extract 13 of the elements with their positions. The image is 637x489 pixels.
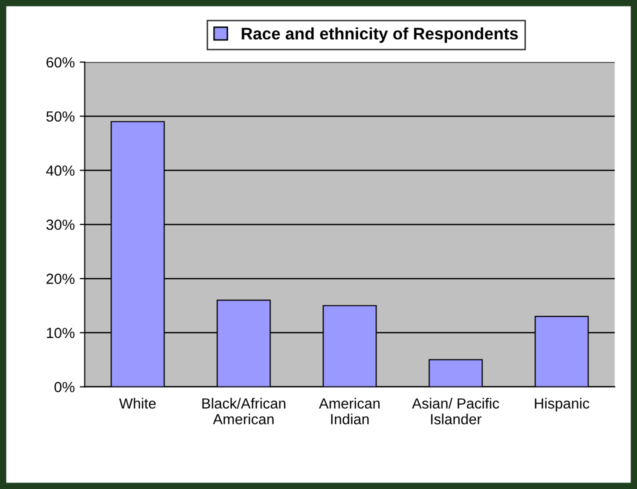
y-tick-label: 60% — [46, 57, 74, 68]
x-tick-label: Asian/ Pacific Islander — [412, 398, 500, 424]
x-tick-label: American Indian — [318, 398, 380, 424]
y-tick-label: 50% — [46, 111, 74, 122]
y-tick-label: 30% — [46, 220, 74, 230]
y-tick-label: 20% — [46, 274, 74, 284]
legend-label: Race and ethnicity of Respondents — [242, 27, 518, 43]
x-tick-label: Hispanic — [534, 398, 590, 412]
x-tick-label: Black/African American — [202, 398, 286, 424]
y-tick-label: 10% — [46, 328, 74, 338]
y-tick-label: 40% — [46, 165, 74, 176]
y-tick-label: 0% — [54, 382, 74, 392]
x-tick-label: White — [119, 398, 156, 409]
